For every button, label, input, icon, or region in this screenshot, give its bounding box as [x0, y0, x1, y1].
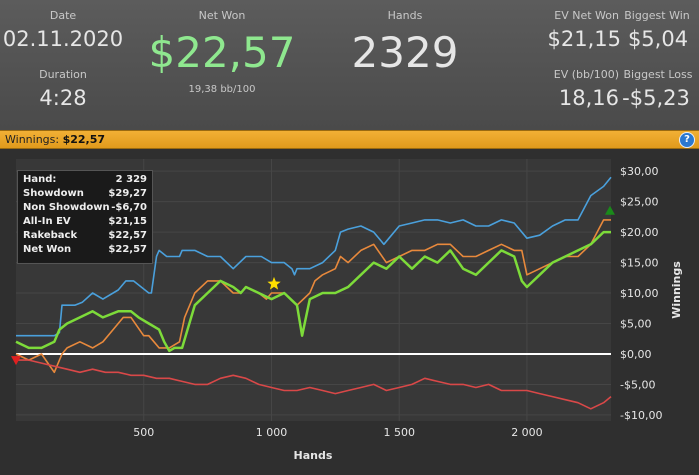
date-value: 02.11.2020 [2, 27, 124, 51]
help-icon[interactable]: ? [679, 132, 695, 148]
tooltip-key: Rakeback [23, 230, 78, 241]
green-series-line [15, 230, 611, 353]
blue-series-line [16, 176, 612, 337]
hands-label: Hands [387, 9, 423, 22]
biggest-loss-label: Biggest Loss [623, 68, 693, 81]
tooltip-row-showdown: Showdown $29,27 [23, 188, 147, 202]
y-tick-label: $10,00 [620, 287, 659, 300]
winnings-bar: Winnings: $22,57 ? [0, 130, 699, 149]
y-tick-labels: $30,00 $25,00 $20,00 $15,00 $10,00 $5,00 $0,00… [620, 165, 662, 422]
x-axis-title: Hands [294, 449, 333, 462]
stats-panel: Date 02.11.2020 Duration 4:28 Net Won $2… [0, 0, 699, 130]
y-tick-label: $5,00 [620, 318, 652, 331]
y-tick-label: $30,00 [620, 165, 659, 178]
tooltip-value: $22,57 [108, 230, 147, 241]
gridlines [16, 159, 611, 421]
hands-value: 2329 [351, 28, 459, 77]
date-label: Date [49, 9, 77, 22]
marker-layer [11, 205, 615, 366]
tooltip-value: $29,27 [108, 188, 147, 199]
x-tick-label: 2 000 [511, 426, 543, 439]
tooltip-key: Showdown [23, 188, 84, 199]
x-tick-label: 1 000 [256, 426, 288, 439]
tooltip-value: -$6,70 [111, 202, 147, 213]
star-marker-icon [267, 276, 281, 290]
biggest-win-value: $5,04 [627, 27, 689, 51]
y-axis-title: Winnings [670, 261, 683, 319]
tooltip-value: 2 329 [115, 174, 147, 185]
y-tick-label: $0,00 [620, 348, 652, 361]
tooltip-row-all-in-ev: All-In EV $21,15 [23, 216, 147, 230]
tooltip-row-rakeback: Rakeback $22,57 [23, 230, 147, 244]
y-tick-label: -$10,00 [620, 409, 662, 422]
tooltip-key: Non Showdown [23, 202, 110, 213]
x-tick-label: 1 500 [383, 426, 415, 439]
tooltip-row-hand: Hand: 2 329 [23, 174, 147, 188]
ev-net-won-value: $21,15 [547, 27, 621, 51]
ev-bb-value: 18,16 [558, 86, 619, 110]
y-tick-label: $25,00 [620, 196, 659, 209]
y-tick-label: $20,00 [620, 226, 659, 239]
tooltip-key: All-In EV [23, 216, 71, 227]
down-triangle-marker-icon [11, 356, 21, 366]
tooltip-value: $22,57 [108, 244, 147, 255]
net-won-value: $22,57 [148, 28, 296, 77]
tooltip-key: Net Won [23, 244, 72, 255]
net-won-label: Net Won [198, 9, 246, 22]
red-series-line [16, 359, 612, 410]
tooltip-row-net-won: Net Won $22,57 [23, 244, 147, 258]
duration-value: 4:28 [39, 86, 87, 110]
bb-per-100-value: 19,38 bb/100 [188, 84, 256, 95]
ev-net-won-label: EV Net Won [554, 9, 619, 22]
x-tick-labels: 500 1 000 1 500 2 000 [133, 426, 542, 439]
tooltip-key: Hand: [23, 174, 57, 185]
winnings-title: Winnings: $22,57 [5, 133, 105, 146]
ev-bb-label: EV (bb/100) [553, 68, 619, 81]
tooltip-value: $21,15 [108, 216, 147, 227]
tooltip-row-non-showdown: Non Showdown -$6,70 [23, 202, 147, 216]
hover-tooltip: Hand: 2 329 Showdown $29,27 Non Showdown… [17, 170, 153, 264]
duration-label: Duration [39, 68, 87, 81]
winnings-label: Winnings: [5, 133, 60, 146]
x-tick-label: 500 [133, 426, 154, 439]
y-tick-label: -$5,00 [620, 378, 655, 391]
biggest-win-label: Biggest Win [624, 9, 690, 22]
winnings-value: $22,57 [62, 133, 106, 146]
series-layer [15, 176, 612, 410]
y-tick-label: $15,00 [620, 257, 659, 270]
up-triangle-marker-icon [604, 205, 615, 215]
biggest-loss-value: -$5,23 [622, 86, 690, 110]
